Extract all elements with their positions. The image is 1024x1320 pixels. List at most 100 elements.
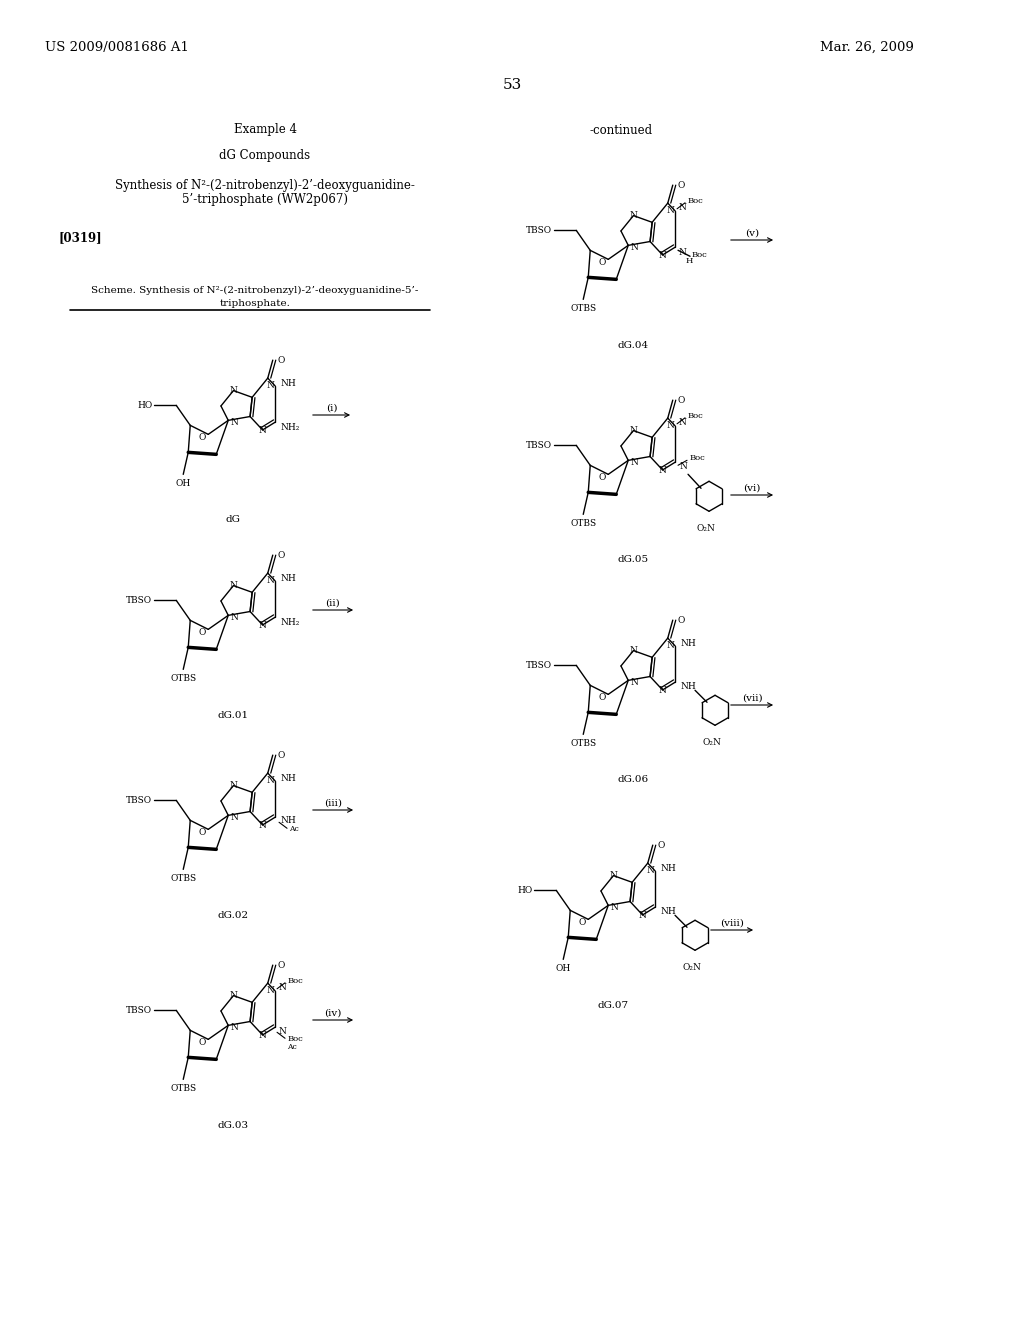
Text: N: N bbox=[266, 986, 274, 995]
Text: Boc: Boc bbox=[689, 454, 705, 462]
Text: (i): (i) bbox=[326, 404, 337, 412]
Text: O: O bbox=[579, 917, 586, 927]
Text: N: N bbox=[279, 1027, 286, 1036]
Text: N: N bbox=[279, 983, 286, 993]
Text: Boc: Boc bbox=[687, 412, 702, 420]
Text: dG.04: dG.04 bbox=[617, 341, 648, 350]
Text: N: N bbox=[259, 622, 266, 631]
Text: TBSO: TBSO bbox=[126, 595, 153, 605]
Text: dG.05: dG.05 bbox=[617, 556, 648, 565]
Text: TBSO: TBSO bbox=[526, 441, 552, 450]
Text: N: N bbox=[610, 903, 618, 912]
Text: NH: NH bbox=[280, 379, 296, 388]
Text: O: O bbox=[599, 473, 606, 482]
Text: N: N bbox=[667, 206, 674, 215]
Text: Example 4: Example 4 bbox=[233, 124, 297, 136]
Text: HO: HO bbox=[517, 886, 532, 895]
Text: Ac: Ac bbox=[289, 825, 299, 833]
Text: NH: NH bbox=[280, 775, 296, 783]
Text: OTBS: OTBS bbox=[170, 675, 197, 684]
Text: O: O bbox=[657, 841, 666, 850]
Text: dG.06: dG.06 bbox=[617, 776, 648, 784]
Text: TBSO: TBSO bbox=[526, 661, 552, 669]
Text: (iv): (iv) bbox=[325, 1008, 342, 1018]
Text: NH: NH bbox=[680, 681, 695, 690]
Text: NH₂: NH₂ bbox=[280, 422, 299, 432]
Text: O: O bbox=[678, 615, 685, 624]
Text: N: N bbox=[667, 421, 674, 430]
Text: N: N bbox=[630, 211, 637, 220]
Text: N: N bbox=[230, 612, 239, 622]
Text: 5’-triphosphate (WW2p067): 5’-triphosphate (WW2p067) bbox=[182, 194, 348, 206]
Text: Synthesis of N²-(2-nitrobenzyl)-2’-deoxyguanidine-: Synthesis of N²-(2-nitrobenzyl)-2’-deoxy… bbox=[115, 178, 415, 191]
Text: Boc: Boc bbox=[691, 251, 707, 259]
Text: TBSO: TBSO bbox=[526, 226, 552, 235]
Text: 53: 53 bbox=[503, 78, 521, 92]
Text: OH: OH bbox=[175, 479, 190, 488]
Text: O: O bbox=[278, 550, 285, 560]
Text: TBSO: TBSO bbox=[126, 796, 153, 805]
Text: OTBS: OTBS bbox=[170, 1084, 197, 1093]
Text: [0319]: [0319] bbox=[58, 231, 101, 244]
Text: Mar. 26, 2009: Mar. 26, 2009 bbox=[820, 41, 913, 54]
Text: O₂N: O₂N bbox=[682, 962, 700, 972]
Text: Ac: Ac bbox=[287, 1043, 297, 1051]
Text: O: O bbox=[199, 433, 206, 442]
Text: OH: OH bbox=[556, 965, 570, 973]
Text: O: O bbox=[199, 628, 206, 636]
Text: N: N bbox=[230, 418, 239, 426]
Text: N: N bbox=[678, 418, 686, 428]
Text: Boc: Boc bbox=[287, 977, 303, 985]
Text: O: O bbox=[599, 257, 606, 267]
Text: N: N bbox=[630, 458, 638, 467]
Text: OTBS: OTBS bbox=[570, 305, 596, 313]
Text: N: N bbox=[266, 776, 274, 785]
Text: H: H bbox=[685, 257, 692, 265]
Text: NH: NH bbox=[660, 865, 676, 874]
Text: N: N bbox=[658, 251, 667, 260]
Text: N: N bbox=[630, 678, 638, 686]
Text: O: O bbox=[278, 355, 285, 364]
Text: N: N bbox=[667, 642, 674, 651]
Text: US 2009/0081686 A1: US 2009/0081686 A1 bbox=[45, 41, 188, 54]
Text: N: N bbox=[678, 248, 686, 257]
Text: N: N bbox=[630, 243, 638, 252]
Text: OTBS: OTBS bbox=[570, 739, 596, 748]
Text: OTBS: OTBS bbox=[570, 519, 596, 528]
Text: dG.01: dG.01 bbox=[217, 710, 249, 719]
Text: N: N bbox=[266, 577, 274, 585]
Text: O: O bbox=[278, 751, 285, 759]
Text: O: O bbox=[678, 181, 685, 190]
Text: N: N bbox=[230, 1023, 239, 1032]
Text: NH: NH bbox=[280, 574, 296, 583]
Text: N: N bbox=[678, 203, 686, 213]
Text: -continued: -continued bbox=[590, 124, 653, 136]
Text: N: N bbox=[609, 871, 617, 880]
Text: N: N bbox=[229, 385, 238, 395]
Text: (v): (v) bbox=[744, 228, 759, 238]
Text: O: O bbox=[678, 396, 685, 405]
Text: N: N bbox=[639, 911, 646, 920]
Text: N: N bbox=[259, 1031, 266, 1040]
Text: N: N bbox=[259, 426, 266, 436]
Text: dG.07: dG.07 bbox=[597, 1001, 629, 1010]
Text: triphosphate.: triphosphate. bbox=[219, 298, 291, 308]
Text: dG.02: dG.02 bbox=[217, 911, 249, 920]
Text: N: N bbox=[679, 462, 687, 471]
Text: NH: NH bbox=[280, 816, 296, 825]
Text: OTBS: OTBS bbox=[170, 874, 197, 883]
Text: TBSO: TBSO bbox=[126, 1006, 153, 1015]
Text: dG Compounds: dG Compounds bbox=[219, 149, 310, 161]
Text: O: O bbox=[599, 693, 606, 702]
Text: dG.03: dG.03 bbox=[217, 1121, 249, 1130]
Text: Boc: Boc bbox=[687, 197, 702, 205]
Text: N: N bbox=[229, 991, 238, 1001]
Text: O₂N: O₂N bbox=[702, 738, 721, 747]
Text: NH: NH bbox=[680, 639, 695, 648]
Text: N: N bbox=[259, 821, 266, 830]
Text: NH: NH bbox=[660, 907, 676, 916]
Text: (vii): (vii) bbox=[741, 693, 762, 702]
Text: N: N bbox=[266, 381, 274, 391]
Text: dG: dG bbox=[225, 516, 241, 524]
Text: O: O bbox=[278, 961, 285, 970]
